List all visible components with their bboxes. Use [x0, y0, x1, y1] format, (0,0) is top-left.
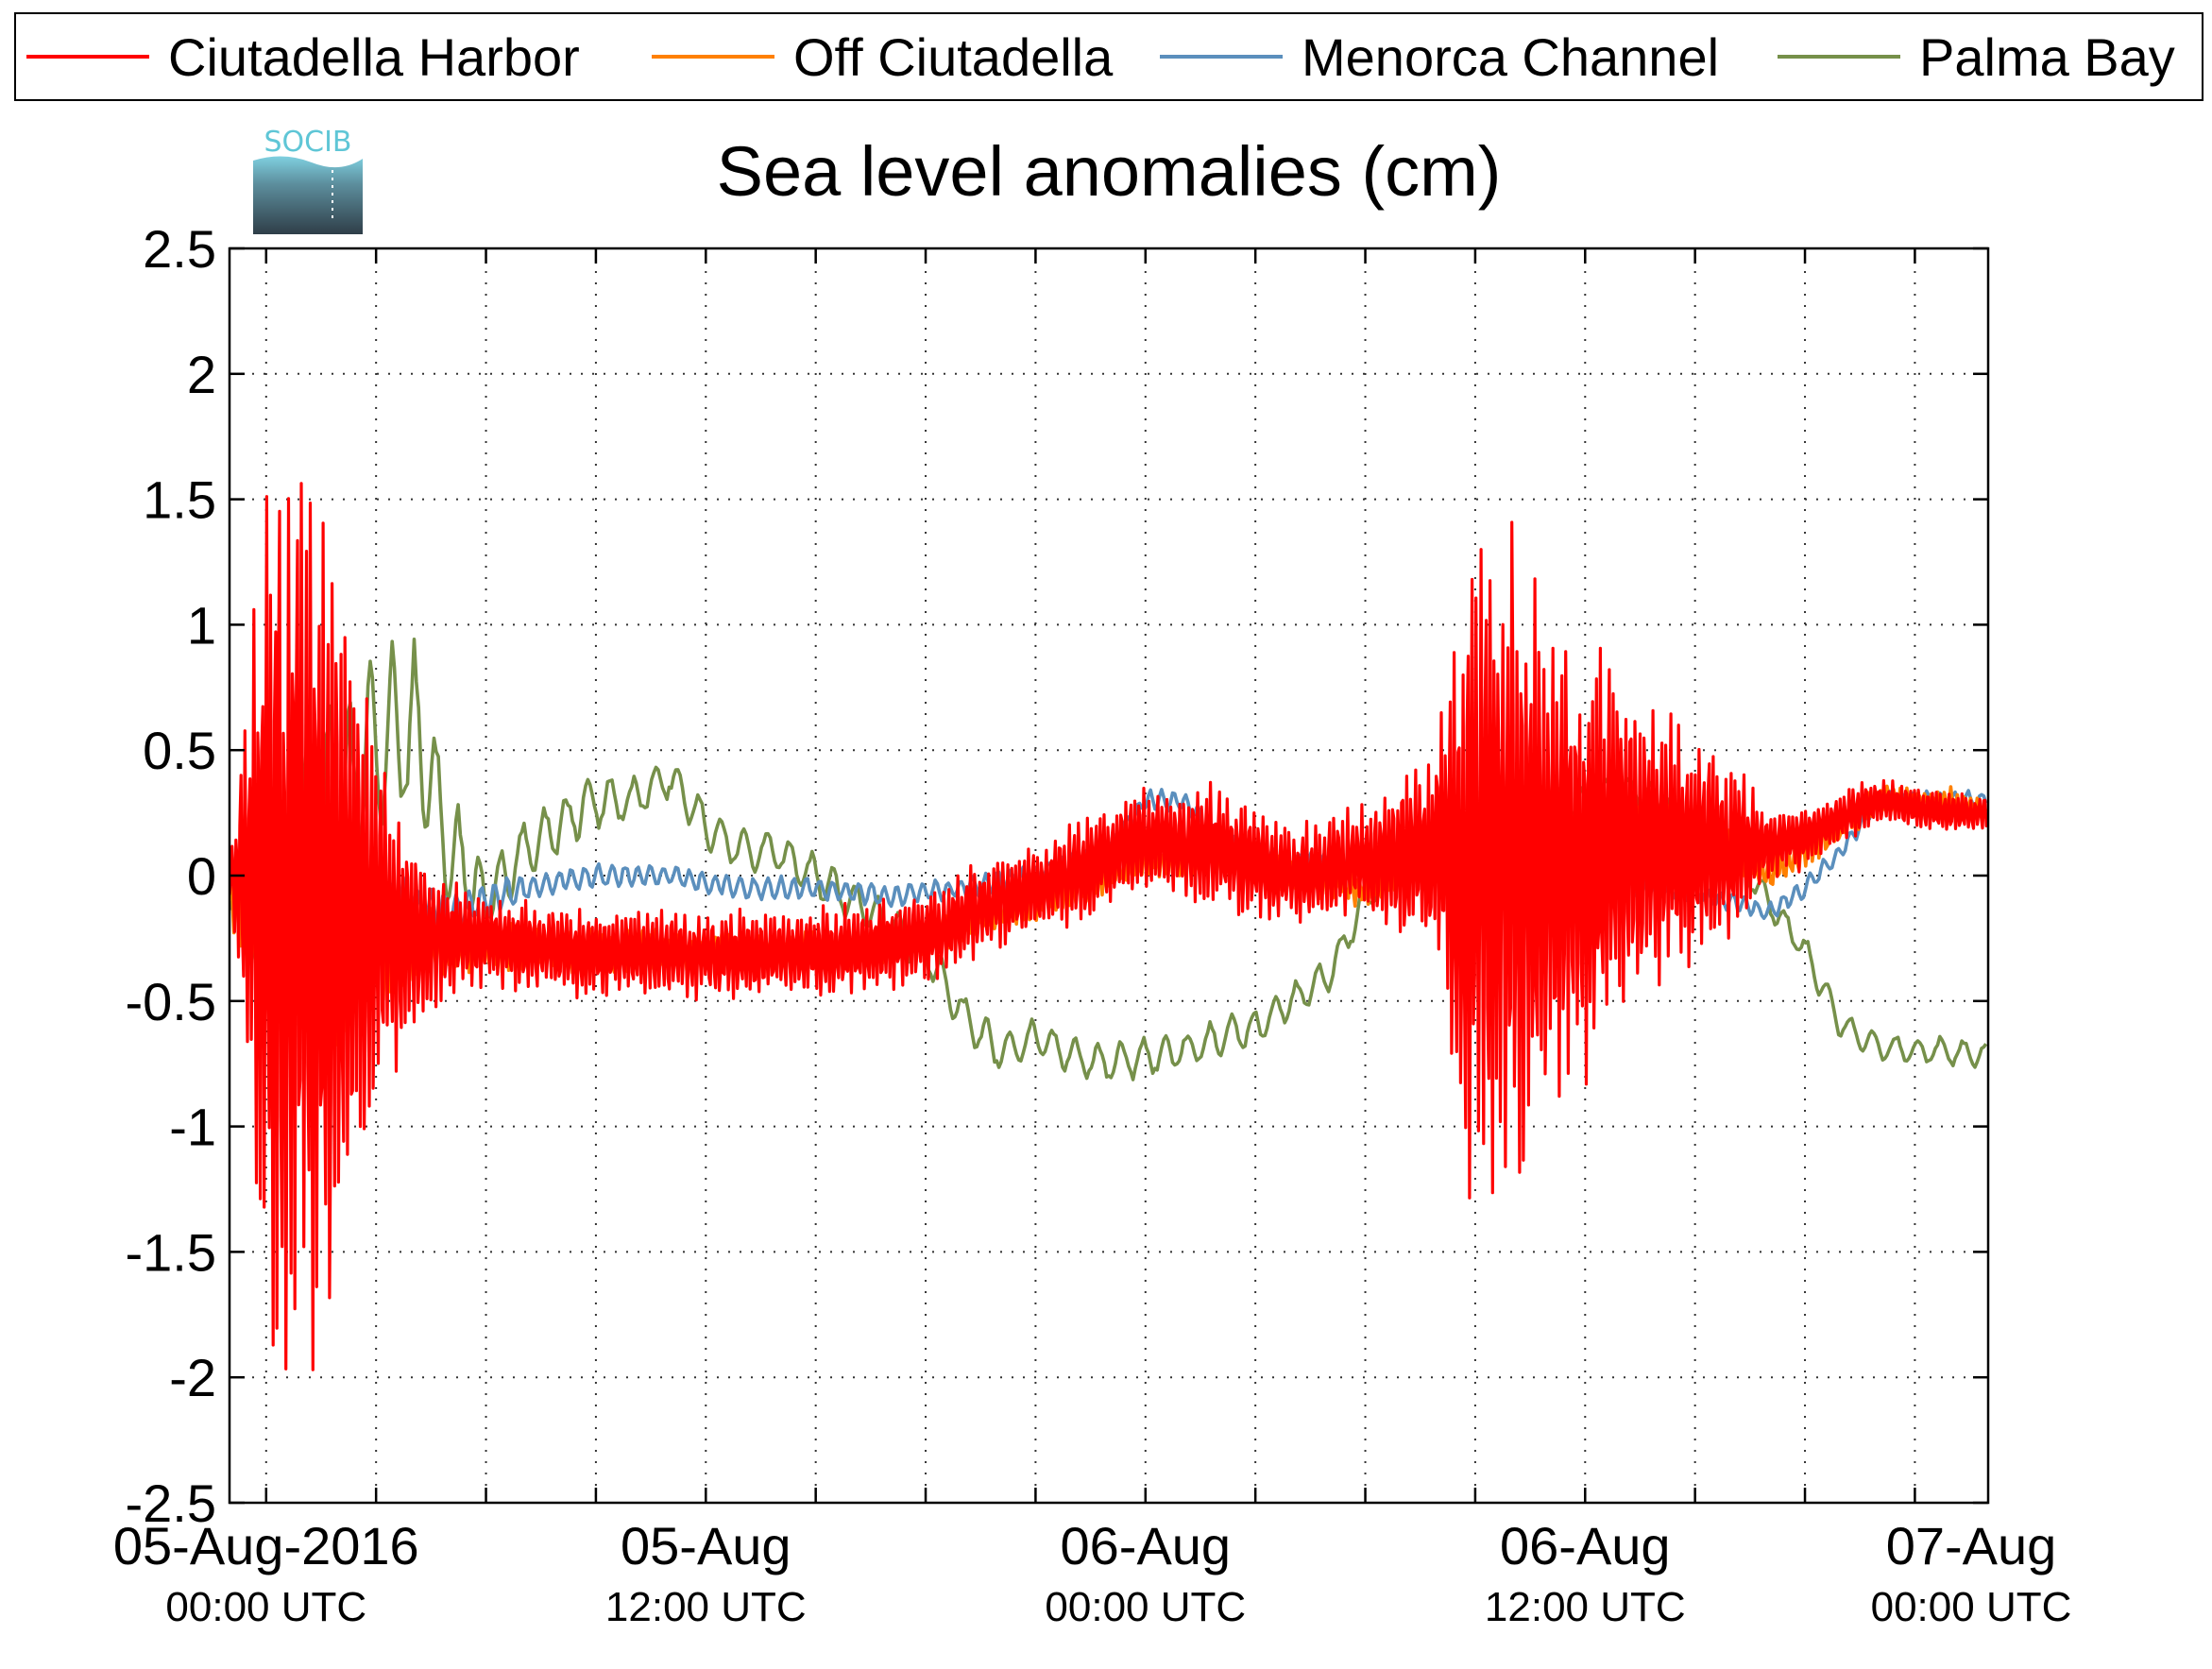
- y-tick-label: 1.5: [143, 470, 216, 530]
- x-tick-label-time: 00:00 UTC: [165, 1584, 366, 1630]
- legend: Ciutadella Harbor Off Ciutadella Menorca C…: [14, 12, 2203, 101]
- x-tick-label-time: 00:00 UTC: [1871, 1584, 2072, 1630]
- x-tick-label-time: 12:00 UTC: [1485, 1584, 1686, 1630]
- series-layer: [230, 482, 1988, 1371]
- x-tick-label-time: 00:00 UTC: [1045, 1584, 1246, 1630]
- x-tick-label-date: 06-Aug: [1061, 1516, 1232, 1575]
- x-tick-label-date: 05-Aug: [621, 1516, 791, 1575]
- logo-wave-icon: [253, 156, 363, 234]
- legend-label: Ciutadella Harbor: [168, 27, 580, 87]
- y-tick-label: -2.5: [126, 1473, 217, 1533]
- legend-label: Off Ciutadella: [793, 27, 1114, 87]
- y-tick-label: -1: [169, 1098, 216, 1157]
- x-tick-labels: 05-Aug-2016 00:00 UTC 05-Aug 12:00 UTC 06-Au…: [113, 1516, 2071, 1630]
- series-line-ciutadella-harbor: [230, 482, 1988, 1371]
- legend-label: Menorca Channel: [1302, 27, 1719, 87]
- y-tick-label: 2: [187, 345, 216, 404]
- y-tick-label: -2: [169, 1348, 216, 1407]
- legend-label: Palma Bay: [1919, 27, 2175, 87]
- y-tick-label: -0.5: [126, 972, 217, 1031]
- x-tick-label-time: 12:00 UTC: [605, 1584, 807, 1630]
- y-tick-label: 0: [187, 846, 216, 906]
- chart-title: Sea level anomalies (cm): [717, 132, 1502, 211]
- socib-logo: SOCIB: [253, 126, 363, 234]
- y-tick-label: -1.5: [126, 1222, 217, 1282]
- y-tick-label: 0.5: [143, 721, 216, 780]
- y-tick-labels: 2.5 2 1.5 1 0.5 0 -0.5 -1 -1.5 -2 -2.5: [126, 219, 217, 1533]
- x-tick-label-date: 06-Aug: [1500, 1516, 1671, 1575]
- axis-ticks: [230, 247, 1988, 1505]
- x-tick-label-date: 07-Aug: [1886, 1516, 2057, 1575]
- y-tick-label: 2.5: [143, 219, 216, 279]
- logo-text: SOCIB: [264, 126, 351, 159]
- x-tick-label-date: 05-Aug-2016: [113, 1516, 419, 1575]
- y-tick-label: 1: [187, 595, 216, 655]
